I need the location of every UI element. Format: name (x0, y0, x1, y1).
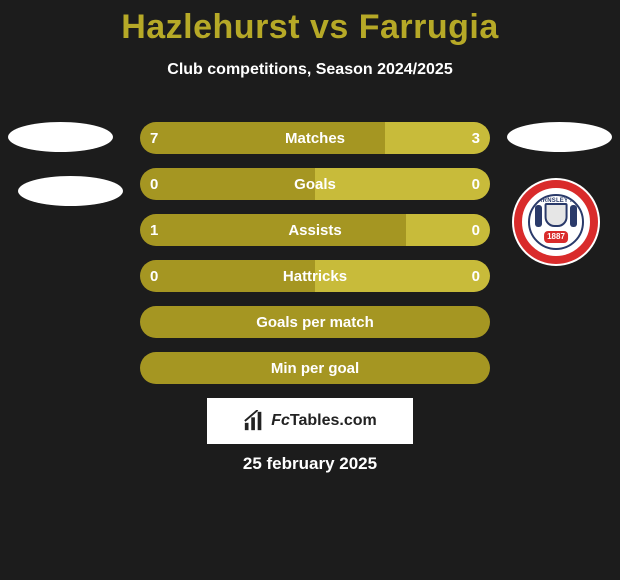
stat-row: Goals per match (140, 306, 490, 338)
crest-figure-left-icon (535, 205, 542, 227)
stat-row: 00Hattricks (140, 260, 490, 292)
stat-row: 00Goals (140, 168, 490, 200)
stat-rows: 73Matches 00Goals 10Assists 00Hattricks Goal… (140, 122, 490, 398)
stat-label: Goals per match (140, 306, 490, 338)
crest-figure-right-icon (570, 205, 577, 227)
stat-label: Assists (140, 214, 490, 246)
stat-label: Min per goal (140, 352, 490, 384)
player-left-badge-2 (18, 176, 123, 206)
chart-icon (243, 410, 265, 432)
club-crest: BARNSLEY FC 1887 (512, 178, 600, 266)
brand-text: FcTables.com (271, 412, 377, 430)
stat-label: Matches (140, 122, 490, 154)
content: Hazlehurst vs Farrugia Club competitions… (0, 0, 620, 580)
date-text: 25 february 2025 (0, 454, 620, 474)
stat-row: 10Assists (140, 214, 490, 246)
player-left-badge-1 (8, 122, 113, 152)
stat-label: Goals (140, 168, 490, 200)
stat-label: Hattricks (140, 260, 490, 292)
crest-shield-icon (545, 203, 568, 227)
crest-ribbon: 1887 (544, 231, 568, 242)
crest-inner: BARNSLEY FC 1887 (528, 194, 584, 250)
player-right-badge-1 (507, 122, 612, 152)
subtitle: Club competitions, Season 2024/2025 (0, 61, 620, 79)
stat-row: Min per goal (140, 352, 490, 384)
page-title: Hazlehurst vs Farrugia (0, 0, 620, 47)
brand-box: FcTables.com (207, 398, 413, 444)
stat-row: 73Matches (140, 122, 490, 154)
